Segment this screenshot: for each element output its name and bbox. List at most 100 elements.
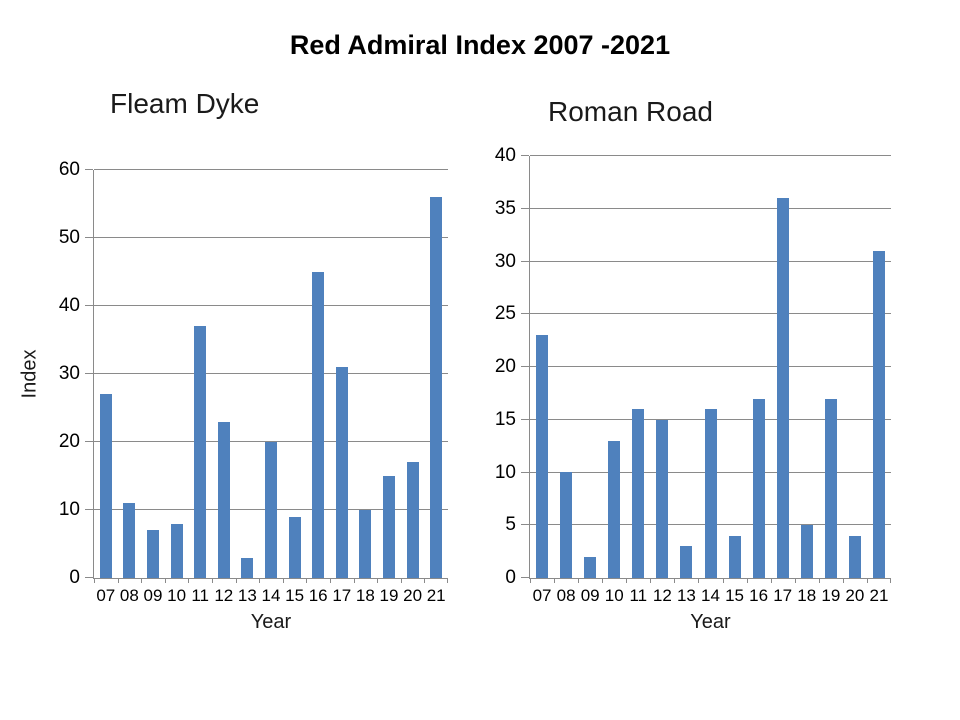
y-axis-tick <box>85 237 93 238</box>
x-axis-tick <box>890 578 891 583</box>
page-title: Red Admiral Index 2007 -2021 <box>289 30 671 60</box>
bar-10 <box>608 441 621 578</box>
bar-21 <box>872 251 885 578</box>
x-tick-label: 18 <box>355 586 375 605</box>
x-axis-tick <box>118 578 119 583</box>
chart2-subtitle: Roman Road <box>548 96 713 127</box>
x-axis-tick <box>843 578 844 583</box>
x-axis-tick <box>447 578 448 583</box>
gridline <box>94 305 448 306</box>
x-axis-tick <box>602 578 603 583</box>
x-tick-label: 21 <box>426 586 446 605</box>
bar-10 <box>170 524 183 578</box>
x-axis-tick <box>188 578 189 583</box>
x-tick-label: 18 <box>797 586 817 605</box>
x-axis-tick <box>141 578 142 583</box>
x-axis-tick <box>354 578 355 583</box>
bar-14 <box>704 409 717 578</box>
x-tick-label: 09 <box>143 586 163 605</box>
bar-20 <box>848 536 861 578</box>
x-axis-tick <box>650 578 651 583</box>
x-tick-label: 08 <box>119 586 139 605</box>
x-tick-label: 08 <box>556 586 576 605</box>
y-axis-tick <box>521 577 529 578</box>
y-axis-tick <box>521 524 529 525</box>
x-tick-label: 14 <box>701 586 720 605</box>
x-axis-tick <box>259 578 260 583</box>
x-tick-label: 16 <box>749 586 769 605</box>
y-axis-tick <box>521 419 529 420</box>
x-axis-tick <box>795 578 796 583</box>
chart1-subtitle: Fleam Dyke <box>110 88 260 119</box>
y-tick-label: 25 <box>494 303 516 324</box>
x-axis-tick <box>554 578 555 583</box>
x-axis-tick <box>306 578 307 583</box>
bar-11 <box>194 326 207 578</box>
x-axis-tick <box>424 578 425 583</box>
x-tick-label: 11 <box>191 586 210 605</box>
x-tick-label: 21 <box>869 586 889 605</box>
x-axis-tick <box>771 578 772 583</box>
x-axis-tick <box>578 578 579 583</box>
bar-18 <box>359 510 372 578</box>
y-tick-label: 0 <box>505 567 516 588</box>
x-tick-label: 14 <box>261 586 281 605</box>
bar-17 <box>335 367 348 578</box>
y-tick-label: 5 <box>505 514 516 535</box>
bar-16 <box>752 399 765 578</box>
y-axis-tick <box>85 373 93 374</box>
bar-16 <box>312 272 325 578</box>
x-axis-tick <box>283 578 284 583</box>
y-tick-label: 60 <box>58 159 80 180</box>
y-axis-tick <box>85 169 93 170</box>
x-tick-label: 20 <box>403 586 423 605</box>
y-tick-label: 40 <box>58 295 80 316</box>
x-axis-tick <box>674 578 675 583</box>
x-axis-tick <box>236 578 237 583</box>
y-axis-tick <box>521 261 529 262</box>
x-tick-label: 15 <box>285 586 305 605</box>
gridline <box>530 261 891 262</box>
y-axis-tick <box>85 577 93 578</box>
gridline <box>94 237 448 238</box>
y-axis-tick <box>521 366 529 367</box>
x-axis-tick <box>723 578 724 583</box>
gridline <box>94 169 448 170</box>
x-axis-tick <box>698 578 699 583</box>
y-axis-tick <box>521 155 529 156</box>
bar-15 <box>288 517 301 578</box>
x-axis-tick <box>94 578 95 583</box>
y-axis-tick <box>85 441 93 442</box>
chart1-plot-area: Year 0 10 20 30 40 50 60 07 08 09 10 11 12 13 14 15 16 17… <box>59 160 448 633</box>
x-tick-label: 19 <box>821 586 841 605</box>
x-tick-label: 19 <box>379 586 399 605</box>
y-tick-label: 0 <box>69 567 80 588</box>
gridline <box>530 313 891 314</box>
y-tick-label: 50 <box>58 227 80 248</box>
x-tick-label: 15 <box>725 586 745 605</box>
y-axis-tick <box>85 509 93 510</box>
bar-19 <box>824 399 837 578</box>
gridline <box>530 366 891 367</box>
x-tick-label: 10 <box>604 586 624 605</box>
x-axis-tick <box>377 578 378 583</box>
gridline <box>94 441 448 442</box>
bar-12 <box>656 420 669 578</box>
x-tick-label: 20 <box>845 586 865 605</box>
y-tick-label: 30 <box>494 251 516 272</box>
x-tick-label: 11 <box>629 586 648 605</box>
chart1-x-axis-title: Year <box>250 611 292 633</box>
bar-13 <box>241 558 254 578</box>
y-tick-label: 10 <box>58 499 80 520</box>
x-axis-tick <box>867 578 868 583</box>
x-axis-tick <box>819 578 820 583</box>
bar-09 <box>584 557 597 578</box>
x-tick-label: 17 <box>773 586 793 605</box>
y-tick-label: 15 <box>494 409 516 430</box>
x-tick-label: 12 <box>652 586 672 605</box>
y-tick-label: 35 <box>494 198 516 219</box>
bar-08 <box>123 503 136 578</box>
y-axis-tick <box>521 208 529 209</box>
x-tick-label: 17 <box>332 586 352 605</box>
